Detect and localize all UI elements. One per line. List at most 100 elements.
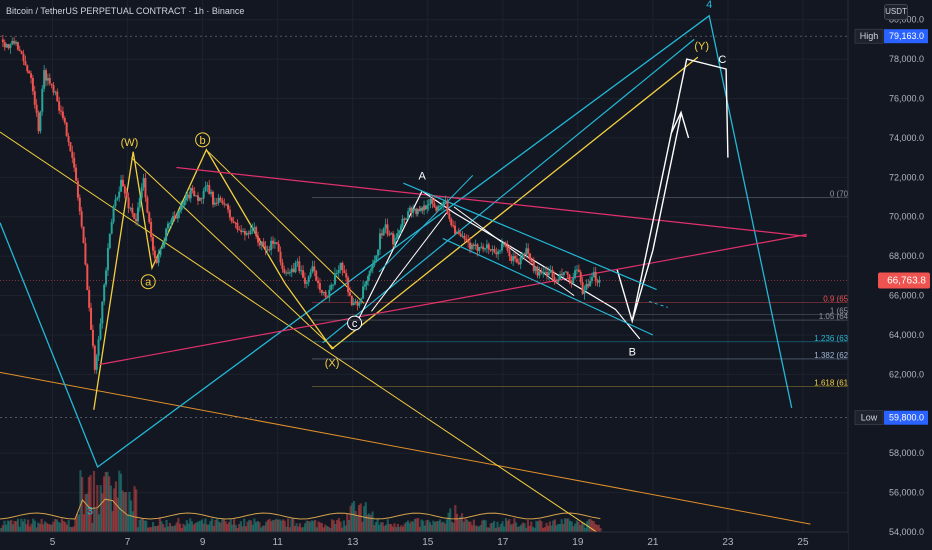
candle [317, 280, 320, 284]
candle [547, 272, 550, 276]
time-axis[interactable]: 5 7 9 11 13 15 17 19 21 23 25 [0, 531, 848, 550]
volume-bar [40, 518, 43, 532]
candle [204, 186, 207, 192]
candle [234, 222, 237, 224]
yellow-channel-line [130, 157, 335, 350]
candle [418, 209, 421, 212]
candle [242, 231, 245, 233]
candle [583, 289, 586, 294]
wave-label: B [629, 347, 636, 359]
volume-bar [8, 521, 11, 532]
candle [24, 61, 27, 66]
volume-bar [72, 526, 75, 532]
candle [7, 44, 10, 49]
candle [592, 271, 595, 278]
wave-label: C [718, 54, 726, 66]
volume-bar [238, 524, 241, 532]
x-tick-label: 23 [722, 537, 734, 548]
volume-bar [178, 523, 182, 532]
candle [258, 242, 261, 246]
volume-bar [300, 527, 303, 532]
volume-bar [136, 527, 139, 532]
volume-bar [158, 518, 161, 532]
y-tick-label: 76,000.0 [889, 94, 924, 104]
volume-bar [572, 526, 575, 532]
volume-bar [145, 520, 148, 532]
y-tick-label: 70,000.0 [889, 212, 924, 222]
candle [86, 264, 89, 291]
candle [519, 257, 522, 265]
candle [474, 244, 477, 247]
wave-label: b [200, 135, 206, 147]
volume-bar [172, 526, 175, 532]
y-tick-label: 80,000.0 [889, 15, 924, 25]
volume-bar [590, 520, 594, 532]
volume-bar [390, 524, 393, 532]
volume-bar [553, 519, 557, 532]
volume-bar [352, 500, 356, 532]
volume-bar [227, 522, 231, 532]
candle [144, 178, 147, 198]
candle [555, 281, 558, 283]
candle [534, 266, 537, 272]
candle [43, 70, 46, 89]
candle [367, 276, 370, 282]
candle [277, 243, 280, 252]
candle [551, 270, 554, 278]
volume-bar [324, 524, 327, 532]
candle [200, 198, 203, 200]
candle [270, 240, 273, 250]
candle [285, 272, 288, 274]
volume-bar [599, 527, 602, 532]
candle [570, 280, 573, 284]
volume-bar [209, 520, 212, 532]
volume-bar [401, 526, 405, 532]
volume-bar [204, 518, 207, 532]
volume-bar [244, 526, 248, 532]
white-abc-path [355, 190, 641, 340]
candle [125, 193, 128, 198]
volume-bar [498, 527, 501, 532]
candle [73, 157, 76, 168]
volume-bar [113, 488, 116, 532]
candle [413, 208, 416, 210]
currency-button[interactable]: USDT [884, 4, 908, 20]
candle [15, 41, 18, 44]
candle [206, 185, 209, 187]
volume-bar [1, 525, 4, 532]
volume-bar [116, 497, 119, 532]
candle [300, 270, 303, 272]
candle [348, 292, 351, 296]
extreme-value: 59,800.0 [889, 413, 924, 423]
candle [165, 228, 168, 241]
volume-bar [445, 519, 448, 532]
candle [529, 253, 532, 260]
y-tick-label: 78,000.0 [889, 54, 924, 64]
candle [41, 88, 44, 112]
volume-bar [557, 523, 560, 532]
candle [88, 290, 91, 308]
candle [230, 217, 233, 222]
volume-ma-line [0, 498, 601, 520]
volume-bar [290, 518, 293, 532]
wave-label: c [352, 318, 358, 330]
volume-bar [231, 524, 234, 532]
candle [48, 77, 51, 84]
volume-bar [180, 527, 183, 532]
volume-bar [494, 527, 497, 532]
candle [264, 245, 267, 250]
candle [478, 247, 481, 251]
volume-bar [513, 518, 516, 532]
y-tick-label: 58,000.0 [889, 448, 924, 458]
volume-bar [442, 521, 445, 532]
volume-bar [320, 523, 324, 532]
candle [427, 204, 430, 206]
candle [173, 216, 176, 218]
volume-bar [444, 523, 447, 532]
candle [388, 234, 391, 236]
candle [210, 191, 213, 194]
candle [54, 91, 57, 93]
